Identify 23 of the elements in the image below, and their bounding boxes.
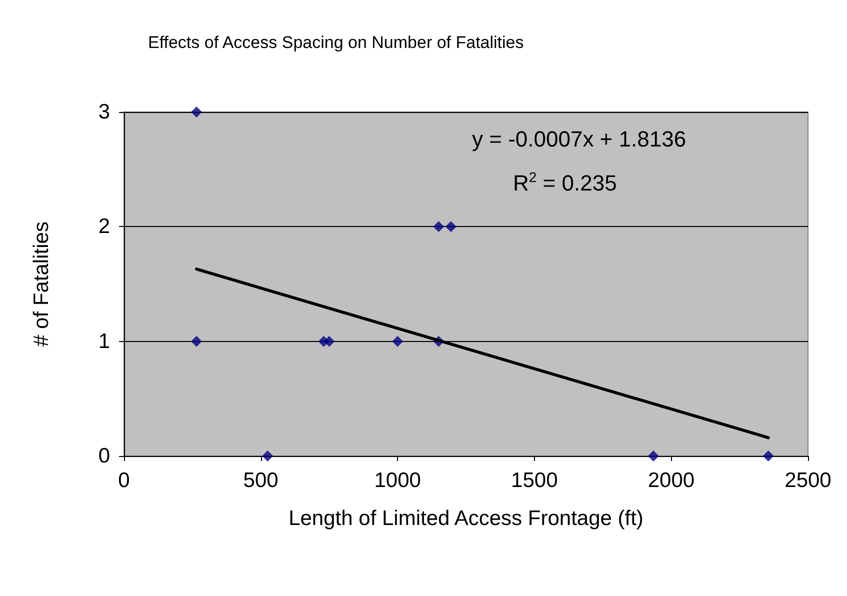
- y-tick-label: 2: [98, 215, 110, 238]
- x-tick-label: 2500: [784, 469, 832, 492]
- point: [324, 336, 335, 347]
- x-tick-label: 1500: [511, 469, 558, 492]
- x-tick-label: 0: [118, 469, 130, 492]
- y-axis-title: # of Fatalities: [30, 222, 53, 346]
- y-tick-label: 0: [98, 444, 110, 468]
- y-tick-label: 3: [98, 100, 110, 124]
- point: [433, 221, 444, 232]
- point: [191, 336, 202, 347]
- point: [648, 450, 659, 462]
- x-tick-label: 1000: [374, 469, 421, 492]
- x-axis-title: Length of Limited Access Frontage (ft): [288, 507, 644, 530]
- point: [392, 336, 404, 347]
- y-tick-label: 1: [98, 330, 110, 353]
- point: [762, 450, 774, 462]
- chart-title: Effects of Access Spacing on Number of Fatalities: [148, 33, 524, 52]
- x-tick-label: 2000: [648, 469, 695, 492]
- x-tick-label: 500: [243, 469, 278, 492]
- point: [262, 450, 274, 462]
- point: [191, 106, 202, 118]
- annotation: y = -0.0007x + 1.8136: [472, 126, 686, 152]
- point: [445, 221, 456, 232]
